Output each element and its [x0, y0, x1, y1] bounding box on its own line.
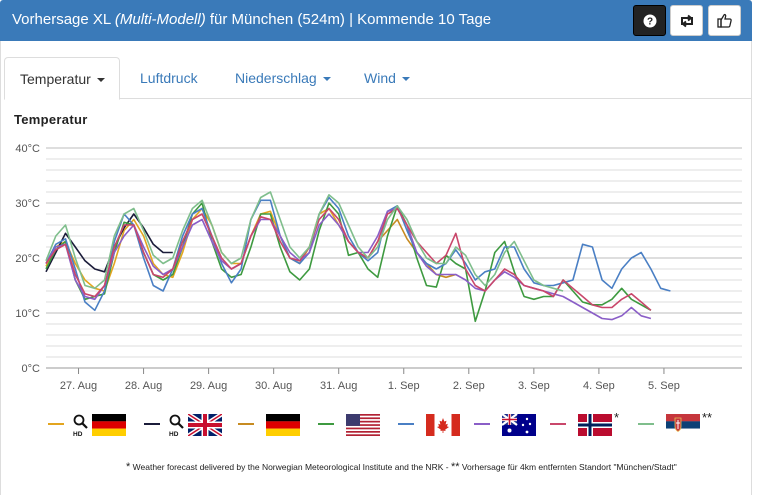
legend-line-swatch [550, 423, 566, 425]
hd-zoom-icon: HD [168, 413, 188, 442]
chevron-down-icon [322, 77, 331, 82]
x-tick-label: 30. Aug [255, 380, 292, 392]
y-tick-label: 30°C [15, 198, 40, 210]
x-tick-label: 28. Aug [125, 380, 162, 392]
legend-line-swatch [48, 423, 64, 425]
series-line-4 [45, 202, 652, 323]
series-line-8 [45, 191, 564, 292]
help-button[interactable]: ? [633, 5, 666, 36]
footnote: * Weather forecast delivered by the Norw… [126, 461, 677, 473]
tab-niederschlag-label: Niederschlag [235, 70, 317, 86]
title-model: (Multi-Modell) [114, 11, 206, 28]
legend-line-swatch [398, 423, 414, 425]
svg-text:?: ? [646, 16, 652, 27]
chevron-down-icon [96, 78, 105, 83]
title-suffix: für München (524m) | Kommende 10 Tage [205, 11, 492, 28]
x-tick-label: 27. Aug [60, 380, 97, 392]
legend-line-swatch [144, 423, 160, 425]
series-line-7 [45, 207, 652, 311]
svg-text:HD: HD [169, 431, 179, 437]
tab-luftdruck-label: Luftdruck [140, 70, 198, 86]
svg-text:HD: HD [73, 431, 83, 437]
canada-flag-icon [426, 414, 460, 436]
usa-flag-icon [346, 414, 380, 436]
serbia-flag-icon [666, 414, 700, 436]
x-tick-label: 3. Sep [518, 380, 550, 392]
retweet-icon [680, 14, 693, 27]
australia-flag-icon [502, 414, 536, 436]
tab-wind[interactable]: Wind [364, 57, 410, 99]
chevron-down-icon [401, 77, 410, 82]
chart-title: Temperatur [14, 112, 88, 127]
page-title: Vorhersage XL (Multi-Modell) für München… [12, 11, 491, 28]
y-tick-label: 40°C [15, 143, 40, 155]
y-tick-label: 0°C [22, 363, 41, 375]
forecast-panel [0, 41, 752, 495]
footnote-star: * [126, 461, 131, 473]
x-tick-label: 1. Sep [388, 380, 420, 392]
x-tick-label: 29. Aug [190, 380, 227, 392]
legend-star: * [614, 410, 620, 425]
legend-line-swatch [318, 423, 334, 425]
tab-luftdruck[interactable]: Luftdruck [140, 57, 198, 99]
legend-star: ** [702, 410, 713, 425]
x-tick-label: 2. Sep [453, 380, 485, 392]
norway-flag-icon [578, 414, 612, 436]
question-circle-icon: ? [643, 14, 656, 27]
uk-flag-icon [188, 414, 222, 436]
x-tick-label: 31. Aug [320, 380, 357, 392]
title-prefix: Vorhersage XL [12, 11, 115, 28]
hd-zoom-icon: HD [72, 413, 92, 442]
x-tick-label: 4. Sep [583, 380, 615, 392]
share-button[interactable] [670, 5, 703, 36]
germany-flag-icon [92, 414, 126, 436]
legend-line-swatch [474, 423, 490, 425]
chart-tabs: Temperatur Luftdruck Niederschlag Wind [4, 57, 752, 100]
header-bar: Vorhersage XL (Multi-Modell) für München… [0, 0, 752, 41]
tab-niederschlag[interactable]: Niederschlag [235, 57, 331, 99]
footnote-double-star: ** [450, 461, 460, 473]
y-tick-label: 10°C [15, 308, 40, 320]
chart-legend: HD HD * ** [48, 410, 748, 440]
like-button[interactable] [708, 5, 741, 36]
x-tick-label: 5. Sep [648, 380, 680, 392]
tab-wind-label: Wind [364, 70, 396, 86]
tab-temperatur-label: Temperatur [20, 71, 91, 87]
legend-line-swatch [638, 423, 654, 425]
thumbs-up-icon [717, 13, 732, 28]
footnote-text-2: Vorhersage für 4km entfernten Standort "… [459, 462, 677, 472]
y-tick-label: 20°C [15, 253, 40, 265]
legend-line-swatch [238, 423, 254, 425]
germany-flag-icon [266, 414, 300, 436]
footnote-text-1: Weather forecast delivered by the Norweg… [130, 462, 451, 472]
tab-temperatur[interactable]: Temperatur [4, 57, 120, 100]
temperature-chart: 40°C 30°C 20°C 10°C 0°C 27. Aug 28. Aug 29. Aug… [15, 143, 742, 392]
